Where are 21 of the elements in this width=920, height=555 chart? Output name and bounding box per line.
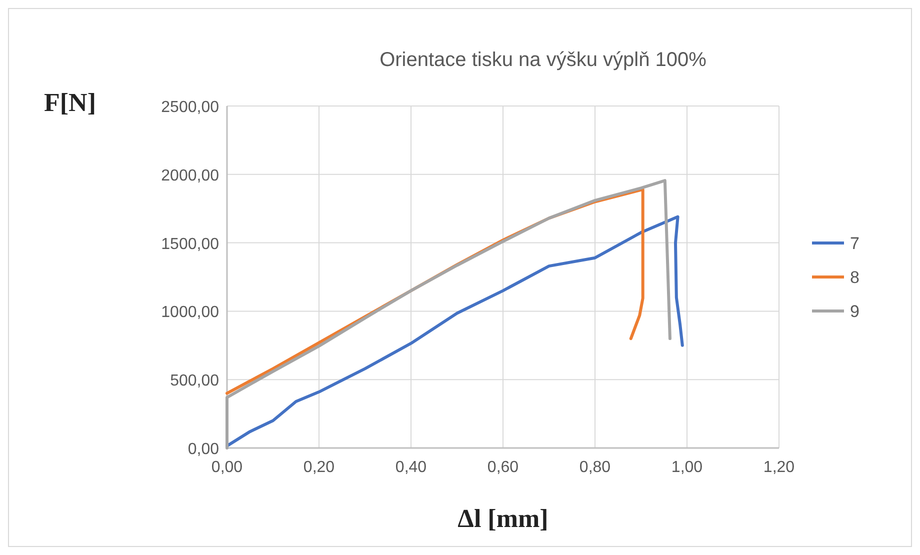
line-series	[226, 215, 684, 448]
y-tick-label: 1500,00	[161, 236, 220, 253]
x-tick-label: 0,00	[211, 459, 243, 476]
y-axis-title: F[N]	[44, 88, 96, 117]
y-tick-label: 1000,00	[161, 304, 220, 322]
x-tick-label: 1,20	[763, 459, 795, 476]
line-series	[226, 179, 672, 450]
legend-label: 8	[850, 268, 860, 287]
x-tick-label: 0,40	[395, 459, 427, 476]
y-tick-label: 2500,00	[161, 99, 220, 116]
x-tick-label: 0,60	[487, 459, 519, 476]
y-tick-label: 0,00	[188, 441, 220, 458]
y-tick-label: 2000,00	[161, 167, 220, 184]
x-tick-label: 0,80	[579, 459, 611, 476]
y-tick-label: 500,00	[170, 372, 220, 390]
x-tick-label: 0,20	[303, 459, 335, 476]
chart-title: Orientace tisku na výšku výplň 100%	[380, 49, 707, 71]
x-tick-label: 1,00	[671, 459, 703, 476]
legend-label: 7	[850, 234, 860, 253]
x-axis-title: Δl [mm]	[458, 504, 548, 533]
legend-label: 9	[850, 302, 860, 321]
